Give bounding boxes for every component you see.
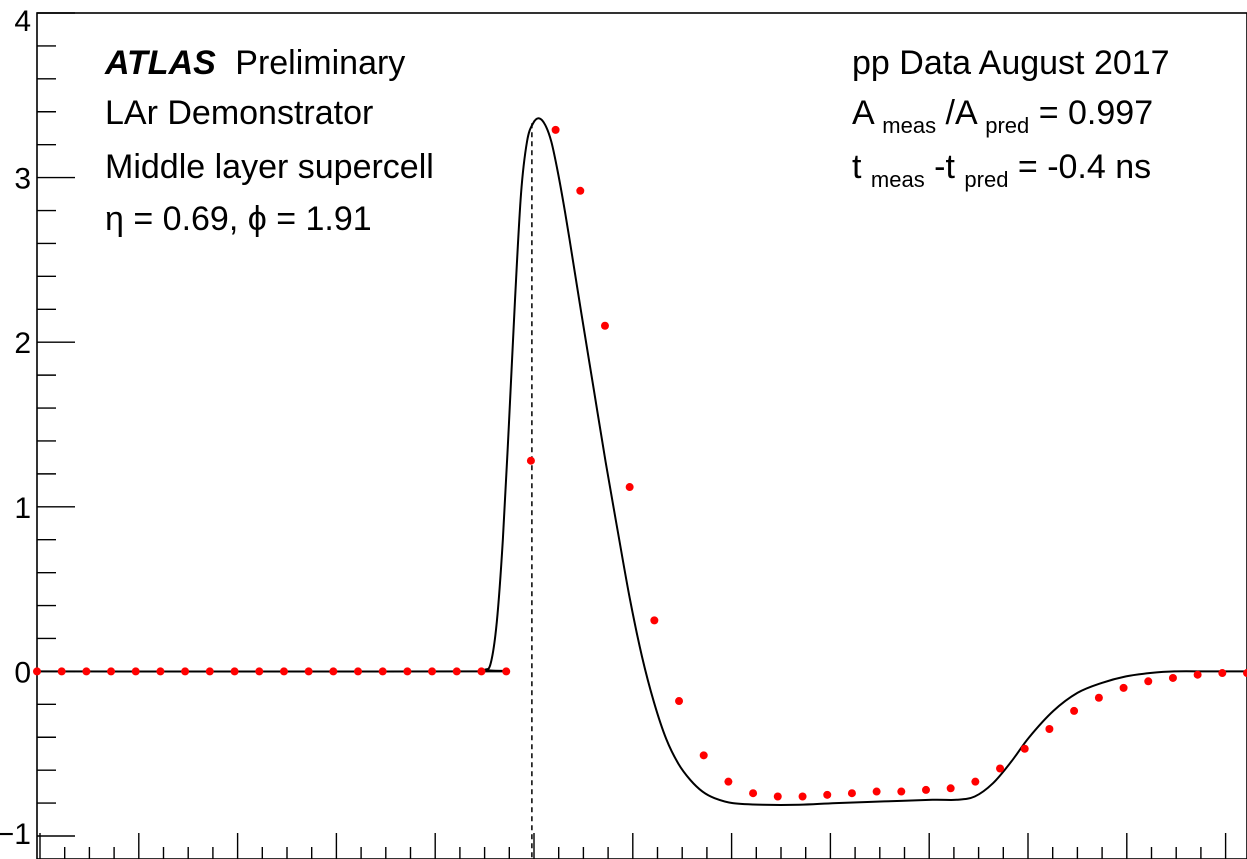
data-point (1144, 677, 1153, 686)
y-tick-label: 1 (14, 492, 31, 525)
y-tick-label: 3 (14, 163, 31, 196)
data-point (452, 667, 461, 676)
data-point (428, 667, 437, 676)
y-tick-label: 0 (14, 656, 31, 689)
y-axis-tick-labels: −1 0 1 2 3 4 (0, 5, 31, 851)
data-point (675, 697, 684, 706)
data-point (551, 125, 560, 134)
atlas-word: ATLAS (104, 44, 216, 82)
y-tick-label: 4 (14, 5, 31, 38)
measured-samples (33, 125, 1247, 801)
data-point (1168, 673, 1177, 682)
ratio-slash-text: /A (946, 94, 978, 132)
supercell-label: Middle layer supercell (105, 148, 434, 186)
data-point (181, 667, 190, 676)
data-point (749, 789, 758, 798)
data-point (1119, 683, 1128, 692)
data-point (107, 667, 116, 676)
data-point (724, 777, 733, 786)
data-point (205, 667, 214, 676)
ratio-pred-sub: pred (985, 113, 1029, 138)
data-point (1070, 706, 1079, 715)
data-point (650, 616, 659, 625)
data-point (823, 790, 832, 799)
y-axis-ticks (37, 12, 75, 837)
time-value-text: = -0.4 ns (1018, 148, 1151, 186)
data-point (996, 764, 1005, 773)
preliminary-word: Preliminary (235, 44, 405, 82)
data-point (921, 785, 930, 794)
data-point (600, 321, 609, 330)
x-axis-ticks (39, 833, 1227, 859)
data-point (131, 667, 140, 676)
data-point (403, 667, 412, 676)
data-point (576, 186, 585, 195)
demonstrator-label: LAr Demonstrator (105, 94, 373, 132)
ratio-a-text: A (852, 94, 875, 132)
data-point (477, 667, 486, 676)
data-point (526, 456, 535, 465)
eta-phi-label: η = 0.69, ϕ = 1.91 (105, 200, 372, 238)
data-point (82, 667, 91, 676)
atlas-label: ATLAS Preliminary (104, 44, 405, 82)
data-point (946, 784, 955, 793)
time-pred-sub: pred (964, 167, 1008, 192)
data-point (33, 667, 41, 676)
data-point (502, 667, 511, 676)
data-point (1218, 669, 1227, 678)
data-point (57, 667, 66, 676)
y-tick-label: 2 (14, 327, 31, 360)
data-point (847, 789, 856, 798)
data-point (354, 667, 363, 676)
data-point (1045, 725, 1054, 734)
time-meas-sub: meas (871, 167, 925, 192)
data-point (304, 667, 313, 676)
data-point (279, 667, 288, 676)
data-point (872, 787, 881, 796)
amplitude-ratio-label: A meas /A pred = 0.997 (852, 94, 1153, 141)
data-point (798, 792, 807, 801)
data-point (773, 792, 782, 801)
data-point (699, 751, 708, 760)
data-point (1193, 670, 1202, 679)
plot-frame (36, 12, 1247, 859)
ratio-meas-sub: meas (882, 113, 936, 138)
data-point (378, 667, 387, 676)
data-point (230, 667, 239, 676)
data-point (1243, 669, 1247, 678)
data-point (1094, 693, 1103, 702)
time-difference-label: t meas -t pred = -0.4 ns (852, 148, 1151, 195)
data-period-label: pp Data August 2017 (852, 44, 1170, 82)
data-point (1020, 744, 1029, 753)
y-tick-label: −1 (0, 818, 31, 851)
data-point (897, 787, 906, 796)
time-dash-text: -t (934, 148, 955, 186)
data-point (971, 777, 980, 786)
data-point (255, 667, 264, 676)
data-point (625, 483, 634, 492)
ratio-value-text: = 0.997 (1039, 94, 1153, 132)
data-point (156, 667, 165, 676)
time-t-text: t (852, 148, 862, 186)
data-point (329, 667, 338, 676)
